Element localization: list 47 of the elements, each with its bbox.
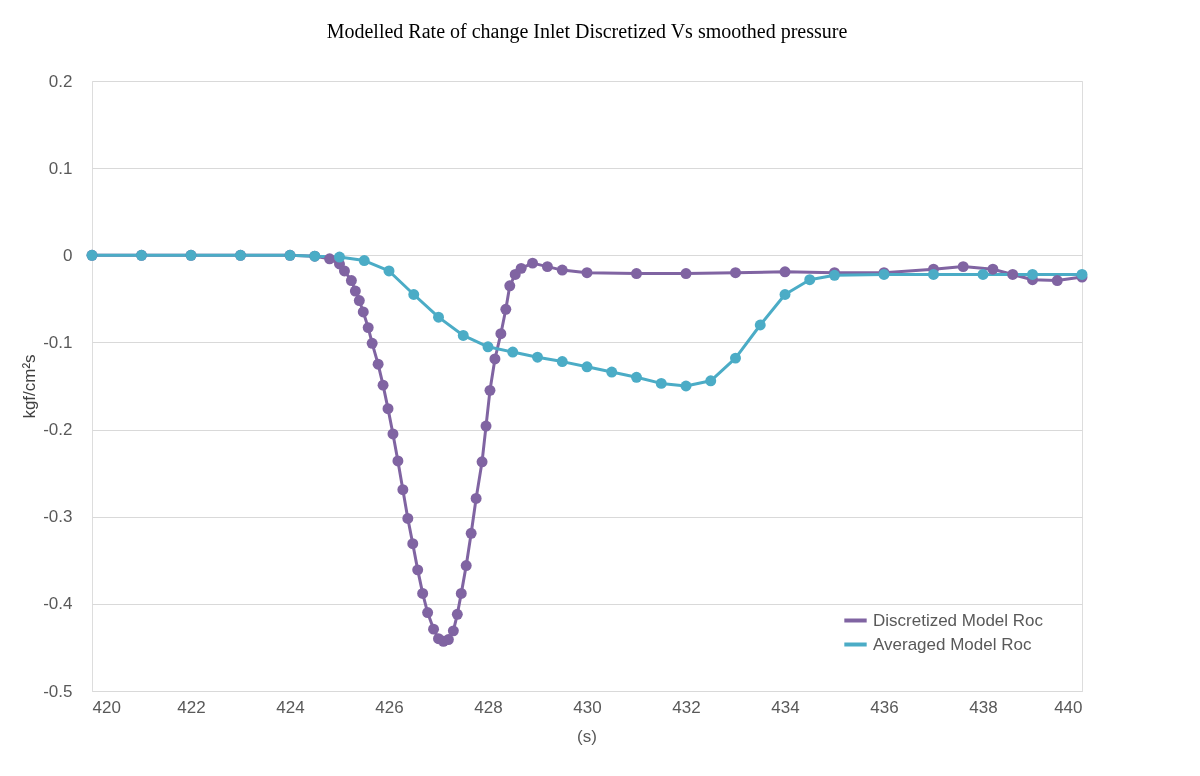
- point: [556, 356, 568, 368]
- point: [977, 268, 989, 280]
- y-tick-label: -0.2: [43, 420, 73, 440]
- point: [631, 371, 642, 383]
- x-tick-label: 426: [375, 697, 404, 717]
- x-tick-label: 424: [276, 697, 305, 717]
- x-tick-label: 422: [177, 697, 206, 717]
- point: [408, 289, 420, 300]
- point: [532, 351, 543, 363]
- y-tick-label: -0.4: [43, 594, 73, 614]
- point: [655, 377, 667, 389]
- point: [804, 274, 816, 286]
- x-tick-label: 436: [870, 697, 899, 717]
- y-axis-title: kgf/cm²s: [20, 354, 40, 419]
- point: [334, 251, 345, 263]
- y-tick-label: 0.1: [48, 158, 73, 178]
- point: [581, 361, 593, 373]
- point: [754, 319, 766, 331]
- point: [358, 255, 370, 266]
- point: [730, 352, 741, 364]
- point: [928, 268, 939, 280]
- point: [680, 380, 692, 392]
- chart-title: Modelled Rate of change Inlet Discretized Vs smoothed pressure: [326, 20, 848, 43]
- point: [507, 346, 519, 358]
- legend-label: Discretized Model Roc: [873, 610, 1044, 630]
- x-tick-label: 432: [672, 697, 701, 717]
- point: [779, 289, 791, 300]
- x-tick-label: 420: [92, 697, 121, 717]
- legend-label: Averaged Model Roc: [873, 634, 1032, 654]
- x-axis-title: (s): [577, 727, 597, 746]
- x-tick-label: 434: [771, 697, 800, 717]
- point: [606, 366, 618, 378]
- point: [482, 341, 494, 353]
- y-tick-label: 0.2: [48, 71, 73, 91]
- x-tick-label: 440: [1054, 697, 1083, 717]
- point: [705, 375, 717, 387]
- x-tick-label: 428: [474, 697, 503, 717]
- y-tick-label: 0: [63, 245, 73, 265]
- point: [457, 329, 469, 341]
- x-tick-label: 438: [969, 697, 998, 717]
- point: [1027, 268, 1038, 280]
- y-tick-label: -0.1: [43, 332, 73, 352]
- y-tick-label: -0.5: [43, 681, 73, 701]
- x-tick-label: 430: [573, 697, 602, 717]
- point: [433, 311, 444, 323]
- point: [383, 265, 395, 277]
- y-tick-label: -0.3: [43, 507, 73, 527]
